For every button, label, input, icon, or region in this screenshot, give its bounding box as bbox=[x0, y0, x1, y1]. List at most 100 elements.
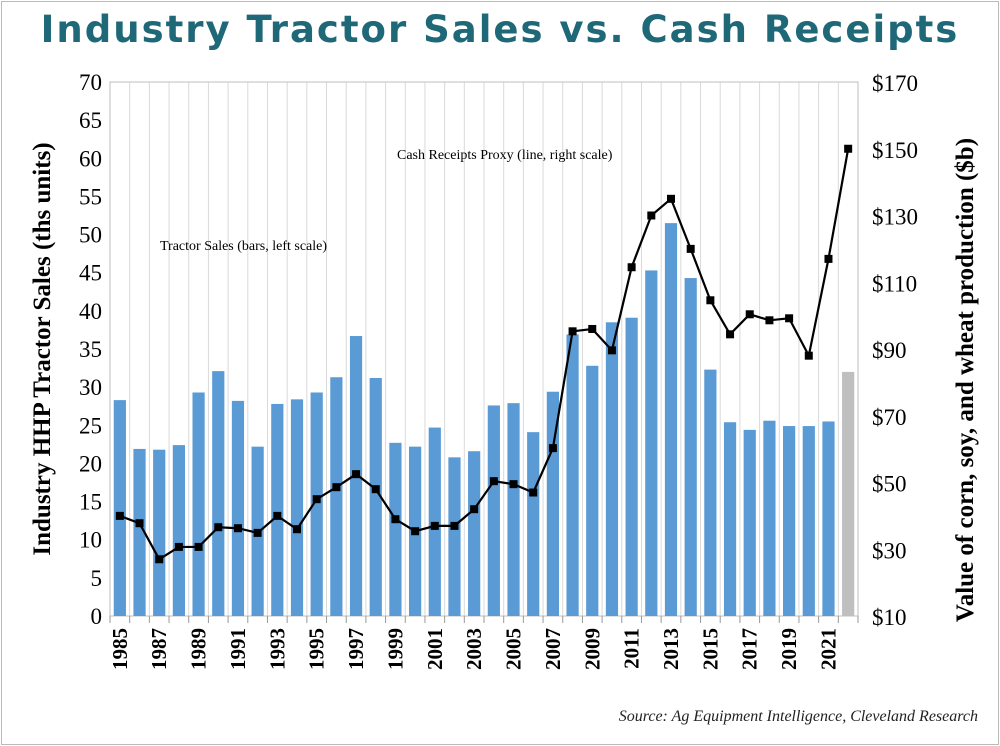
x-tick-label: 1985 bbox=[108, 628, 132, 670]
line-point-1987 bbox=[155, 555, 164, 564]
line-point-1991 bbox=[233, 524, 242, 533]
x-tick-label: 1991 bbox=[226, 628, 250, 670]
y2-tick-label: $90 bbox=[872, 338, 907, 363]
line-point-1994 bbox=[293, 525, 301, 534]
bar-1995 bbox=[310, 392, 323, 616]
bar-1994 bbox=[290, 399, 304, 616]
bar-2005 bbox=[507, 403, 520, 616]
bar-1991 bbox=[231, 400, 245, 616]
bar-2004 bbox=[487, 405, 500, 616]
y-tick-label: 65 bbox=[79, 108, 102, 133]
bar-2022 bbox=[842, 371, 855, 616]
line-point-2001 bbox=[430, 521, 439, 530]
line-series-label: Cash Receipts Proxy (line, right scale) bbox=[397, 148, 613, 163]
bar-2020 bbox=[802, 426, 815, 616]
x-tick-label: 2009 bbox=[580, 628, 604, 670]
bar-1999 bbox=[389, 442, 402, 616]
line-point-1992 bbox=[253, 528, 262, 537]
bar-1990 bbox=[212, 371, 225, 616]
y-tick-label: 55 bbox=[79, 184, 102, 209]
y2-tick-label: $70 bbox=[872, 405, 907, 430]
bar-1998 bbox=[369, 377, 382, 616]
bar-2008 bbox=[566, 334, 579, 616]
y-tick-label: 0 bbox=[91, 604, 103, 629]
bar-1987 bbox=[153, 449, 166, 616]
line-point-2022 bbox=[844, 144, 853, 153]
x-tick-label: 1999 bbox=[383, 628, 407, 670]
bar-2010 bbox=[605, 322, 619, 616]
x-tick-label: 2013 bbox=[659, 628, 683, 670]
line-point-2002 bbox=[450, 521, 459, 530]
source-note: Source: Ag Equipment Intelligence, Cleve… bbox=[618, 708, 978, 725]
x-tick-label: 1997 bbox=[344, 628, 368, 670]
bar-2021 bbox=[822, 421, 835, 616]
line-point-2008 bbox=[568, 327, 577, 336]
bar-2002 bbox=[448, 457, 461, 616]
bar-2009 bbox=[586, 365, 599, 616]
y-tick-label: 20 bbox=[79, 451, 102, 476]
x-tick-label: 2003 bbox=[462, 628, 486, 670]
y-axis-title: Industry HHP Tractor Sales (ths units) bbox=[29, 142, 56, 555]
y2-tick-label: $130 bbox=[872, 205, 918, 230]
line-point-1985 bbox=[115, 511, 124, 520]
y-tick-label: 50 bbox=[79, 223, 102, 248]
y-tick-label: 70 bbox=[79, 70, 102, 95]
line-point-2017 bbox=[745, 310, 754, 319]
line-point-2004 bbox=[489, 477, 498, 486]
line-point-2021 bbox=[824, 254, 833, 263]
x-tick-label: 2019 bbox=[777, 628, 801, 670]
line-point-1995 bbox=[312, 495, 321, 504]
bar-1993 bbox=[271, 403, 284, 616]
y2-tick-label: $110 bbox=[872, 271, 917, 296]
y2-tick-label: $10 bbox=[872, 605, 907, 630]
x-tick-label: 1993 bbox=[265, 628, 289, 670]
line-point-2016 bbox=[726, 330, 735, 339]
y-tick-label: 25 bbox=[79, 413, 102, 438]
bar-2015 bbox=[704, 369, 717, 616]
line-point-1993 bbox=[273, 511, 282, 520]
x-tick-label: 1995 bbox=[305, 628, 329, 670]
line-point-1986 bbox=[135, 519, 144, 528]
bar-2018 bbox=[763, 420, 776, 616]
bar-2001 bbox=[428, 427, 441, 616]
line-point-2013 bbox=[667, 194, 675, 203]
line-point-1997 bbox=[352, 470, 361, 479]
x-tick-label: 2017 bbox=[738, 628, 762, 670]
bar-2017 bbox=[743, 429, 756, 616]
bar-2016 bbox=[723, 422, 737, 616]
y-tick-label: 60 bbox=[79, 146, 102, 171]
line-point-1998 bbox=[371, 485, 380, 494]
x-tick-label: 1989 bbox=[187, 628, 211, 670]
bar-1989 bbox=[192, 392, 205, 616]
bar-1986 bbox=[133, 448, 146, 616]
line-point-2007 bbox=[548, 444, 557, 453]
line-point-2020 bbox=[804, 351, 813, 360]
x-tick-label: 2007 bbox=[541, 628, 565, 670]
bar-series-label: Tractor Sales (bars, left scale) bbox=[160, 239, 327, 254]
x-tick-label: 2021 bbox=[816, 628, 840, 670]
line-point-2003 bbox=[470, 505, 479, 514]
line-point-2011 bbox=[627, 263, 636, 272]
bar-2003 bbox=[468, 451, 481, 616]
line-point-2000 bbox=[411, 527, 420, 536]
line-point-2015 bbox=[706, 296, 715, 305]
line-point-2018 bbox=[765, 316, 774, 325]
line-point-2012 bbox=[647, 211, 656, 220]
bar-2019 bbox=[783, 426, 796, 616]
line-point-2014 bbox=[686, 244, 695, 253]
x-tick-label: 2005 bbox=[502, 628, 526, 670]
line-point-1999 bbox=[391, 515, 400, 524]
line-point-2010 bbox=[607, 346, 616, 355]
line-point-2005 bbox=[509, 480, 518, 489]
y-tick-label: 40 bbox=[79, 299, 102, 324]
x-tick-label: 2015 bbox=[698, 628, 722, 670]
y-tick-label: 35 bbox=[79, 337, 102, 362]
bar-2012 bbox=[645, 270, 658, 616]
chart-title: Industry Tractor Sales vs. Cash Receipts bbox=[40, 8, 960, 51]
bar-1988 bbox=[172, 445, 185, 616]
x-tick-label: 2011 bbox=[620, 628, 644, 669]
line-point-2019 bbox=[785, 314, 794, 323]
y2-axis-title: Value of corn, soy, and wheat production… bbox=[952, 138, 979, 622]
y-tick-label: 30 bbox=[79, 375, 102, 400]
bar-2013 bbox=[664, 223, 678, 616]
